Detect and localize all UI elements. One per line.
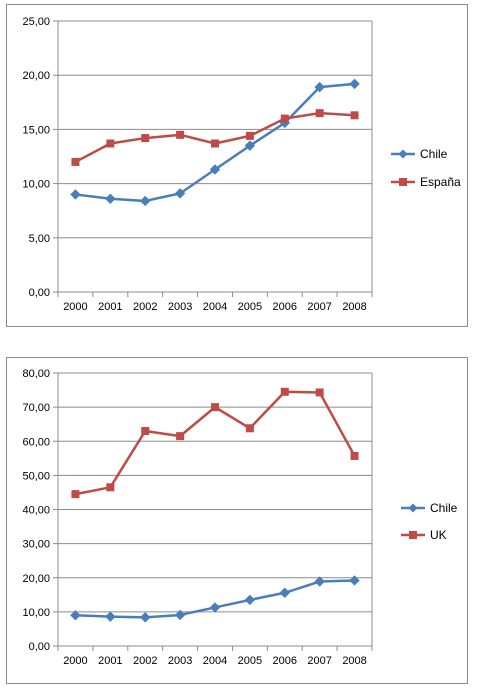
chart1-y-tick-label: 25,00 [22, 16, 50, 28]
chart2-series-uk-point [176, 432, 185, 441]
chart1-x-tick-label: 2008 [342, 301, 366, 313]
chart2-series-uk-point [280, 387, 289, 396]
chart2-y-tick-label: 30,00 [22, 539, 50, 551]
chart1-x-tick-label: 2000 [63, 301, 87, 313]
chart2-series-chile-point [174, 609, 186, 621]
chart1-series-chile-point [140, 195, 151, 207]
chart2-y-tick-label: 0,00 [29, 641, 50, 653]
chart2-series-chile-point [70, 610, 81, 621]
chart2-series-chile-point [244, 594, 256, 606]
chart1-series-chile-point [105, 193, 116, 204]
chart1-series-espa-a-point [176, 130, 185, 139]
chart1-x-tick-label: 2003 [168, 301, 192, 313]
chart2-series-chile-point [105, 611, 116, 622]
chart2-x-tick-label: 2000 [63, 655, 87, 667]
chart1-series-espa-a-point [315, 109, 324, 118]
chart2-series-chile-legend-marker [408, 503, 418, 513]
chart2-x-tick-label: 2002 [133, 655, 157, 667]
chart1-series-chile-point [244, 140, 256, 151]
chart1-y-tick-label: 15,00 [22, 124, 50, 136]
chart1-x-tick-label: 2005 [238, 301, 262, 313]
chart2-series-uk-point [350, 451, 359, 460]
chart2-y-tick-label: 80,00 [22, 368, 50, 380]
chart2-series-uk-legend-label: UK [430, 528, 447, 542]
chart1-x-tick-label: 2006 [273, 301, 297, 313]
chart2-series-chile-point [209, 602, 221, 613]
chart1-series-chile-point [70, 189, 81, 200]
chart2-series-uk-point [71, 490, 80, 499]
chart-2: 0,00 10,00 20,00 30,00 40,00 50,00 60,00 70,00 8… [6, 357, 468, 684]
chart2-x-tick-label: 2003 [168, 655, 192, 667]
chart2-series-chile-point [314, 576, 325, 587]
chart2-series-chile-point [279, 587, 290, 598]
chart2-y-tick-label: 70,00 [22, 402, 50, 414]
chart2-series-uk-legend-marker [409, 531, 417, 539]
chart2-series-uk-point [245, 424, 254, 433]
chart2-series-chile-point [349, 575, 360, 586]
chart1-y-tick-label: 5,00 [29, 233, 50, 245]
chart2-series-uk-point [141, 427, 150, 436]
chart2-y-tick-label: 20,00 [22, 573, 50, 585]
chart-2-plot: 0,00 10,00 20,00 30,00 40,00 50,00 60,00 70,00 8… [22, 368, 458, 667]
chart1-x-tick-label: 2001 [98, 301, 122, 313]
chart1-x-tick-label: 2002 [133, 301, 157, 313]
chart1-series-chile-legend-label: Chile [420, 147, 448, 161]
chart1-y-tick-label: 0,00 [29, 287, 50, 299]
chart1-series-espa-a-point [280, 114, 289, 123]
chart2-series-chile-point [140, 612, 151, 623]
chart1-series-chile-legend-marker [398, 149, 408, 159]
chart1-series-chile-point [314, 81, 325, 93]
chart2-x-tick-label: 2004 [203, 655, 227, 667]
chart2-y-tick-label: 50,00 [22, 470, 50, 482]
chart2-series-uk-point [315, 388, 324, 397]
chart1-series-espa-a-legend-marker [399, 178, 407, 186]
chart2-y-tick-label: 60,00 [22, 436, 50, 448]
chart1-series-espa-a-point [245, 131, 254, 140]
chart1-series-espa-a-legend-label: España [420, 175, 461, 189]
chart2-y-tick-label: 40,00 [22, 505, 50, 517]
chart1-series-espa-a-point [71, 157, 80, 166]
chart1-y-tick-label: 20,00 [22, 70, 50, 82]
chart2-x-tick-label: 2008 [342, 655, 366, 667]
chart1-x-tick-label: 2004 [203, 301, 227, 313]
chart1-series-espa-a-line [74, 111, 355, 164]
chart2-series-uk-point [211, 403, 219, 412]
chart1-y-tick-label: 10,00 [22, 179, 50, 191]
chart1-series-chile-point [209, 164, 221, 175]
chart-1-plot: 0,00 5,00 10,00 15,00 20,00 25,00 2000 2001 2002… [22, 16, 461, 313]
chart1-x-tick-label: 2007 [307, 301, 331, 313]
chart-1: 0,00 5,00 10,00 15,00 20,00 25,00 2000 2001 2002… [6, 4, 468, 327]
chart2-y-tick-label: 10,00 [22, 607, 50, 619]
chart2-series-chile-legend-label: Chile [430, 501, 458, 515]
chart1-series-espa-a-point [106, 139, 115, 148]
chart2-x-tick-label: 2005 [238, 655, 262, 667]
chart2-x-tick-label: 2006 [273, 655, 297, 667]
chart2-series-uk-point [106, 483, 115, 492]
chart2-x-tick-label: 2007 [307, 655, 331, 667]
chart1-series-chile-point [349, 78, 360, 90]
chart1-series-espa-a-point [211, 139, 219, 148]
chart1-series-espa-a-point [141, 134, 150, 143]
chart1-series-espa-a-point [350, 111, 359, 120]
chart2-x-tick-label: 2001 [98, 655, 122, 667]
chart1-series-chile-point [174, 188, 186, 199]
